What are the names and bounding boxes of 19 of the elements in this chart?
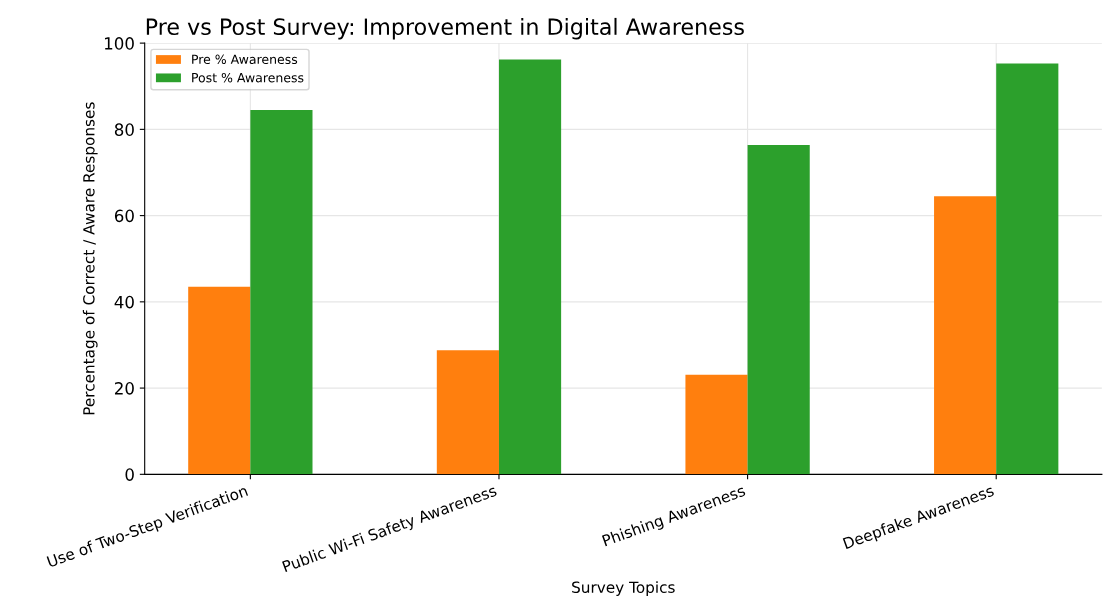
- chart-title: Pre vs Post Survey: Improvement in Digital Awareness: [146, 17, 744, 40]
- bar: [996, 63, 1059, 475]
- bar: [250, 109, 313, 475]
- y-axis-title: Percentage of Correct / Aware Responses: [82, 102, 98, 415]
- legend-label: Post % Awareness: [192, 72, 304, 83]
- y-tick-label: 0: [125, 468, 134, 481]
- x-axis-title: Survey Topics: [572, 581, 675, 596]
- legend-label: Pre % Awareness: [192, 54, 298, 65]
- bar: [934, 196, 997, 475]
- bar: [436, 350, 499, 475]
- y-tick-label: 100: [104, 37, 134, 50]
- bar: [685, 374, 748, 475]
- bar: [188, 286, 251, 475]
- y-tick-label: 40: [114, 295, 134, 309]
- y-tick-label: 80: [114, 123, 134, 136]
- y-tick-label: 20: [114, 382, 134, 395]
- y-tick-label: 60: [114, 209, 134, 223]
- bar: [498, 59, 562, 475]
- bar: [747, 144, 810, 475]
